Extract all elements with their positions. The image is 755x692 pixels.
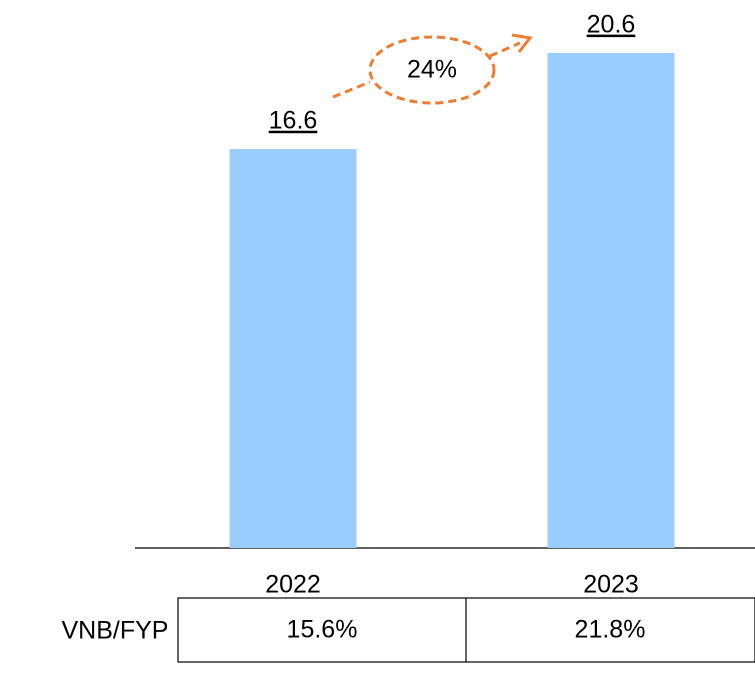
data-label: 16.6 — [269, 107, 318, 135]
annotation-label: 24% — [407, 56, 457, 84]
annotation-arrow — [332, 80, 371, 99]
bar — [547, 53, 675, 548]
arrow-head — [511, 33, 533, 53]
table-cell: 21.8% — [575, 616, 646, 644]
annotation-arrow — [489, 41, 521, 58]
annotation-ellipse — [368, 35, 496, 105]
table-cell: 15.6% — [287, 616, 358, 644]
table-row-label: VNB/FYP — [62, 617, 169, 645]
growth-annotation: 24% — [332, 33, 533, 105]
data-label: 20.6 — [587, 11, 636, 39]
x-tick-label: 2022 — [265, 571, 321, 599]
bar — [229, 149, 357, 548]
x-tick-label: 2023 — [583, 571, 639, 599]
